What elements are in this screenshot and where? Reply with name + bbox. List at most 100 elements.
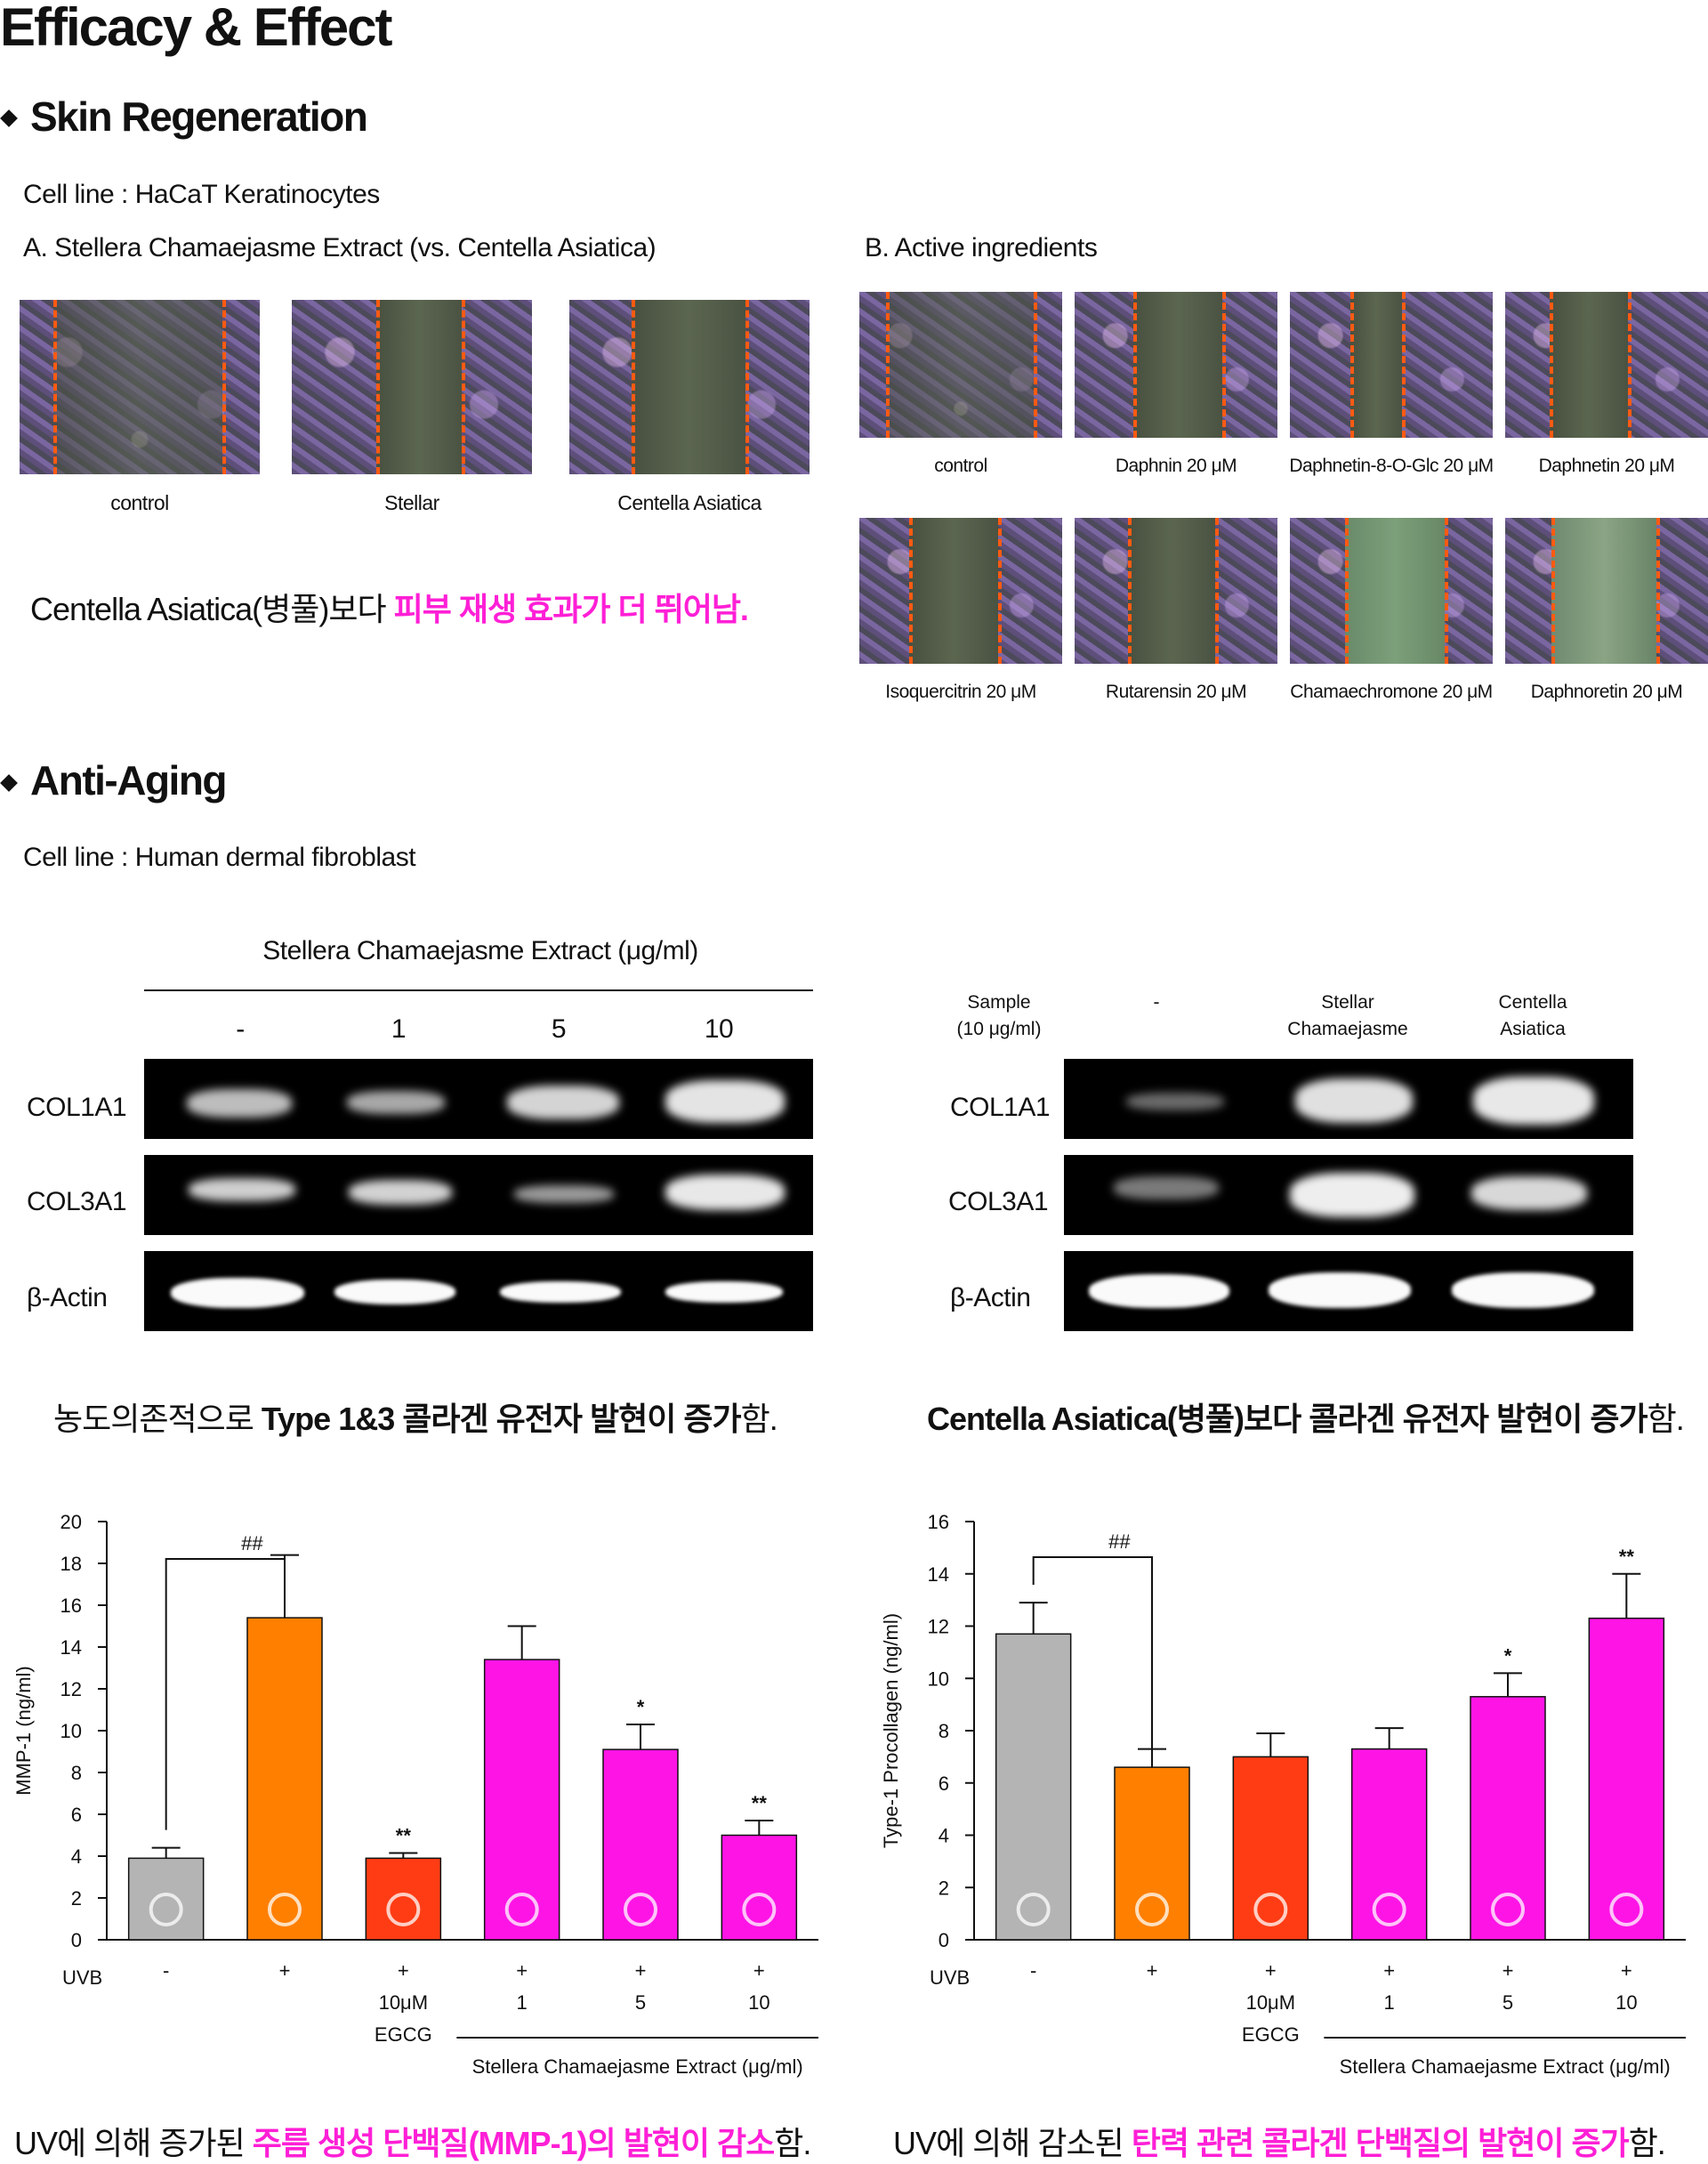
mmp1-significance-mark: * (637, 1696, 645, 1718)
caption-a-1: Stellar (384, 491, 439, 514)
procollagen-y-tick-label: 4 (939, 1825, 949, 1847)
caption-b-1: Daphnin 20 μM (1115, 456, 1237, 476)
mmp1-bar (127, 1857, 205, 1941)
mmp1-logo-icon (742, 1893, 777, 1926)
gel2-sample-label-line2: (10 μg/ml) (956, 1019, 1042, 1039)
mmp1-uvb-label: + (398, 1959, 409, 1982)
procollagen-conclusion: UV에 의해 감소된 탄력 관련 콜라겐 단백질의 발현이 증가함. (893, 2118, 1666, 2164)
mmp1-y-tick-label: 6 (71, 1804, 82, 1826)
procollagen-bar (1588, 1617, 1665, 1941)
gel1-lane-2: 5 (551, 1014, 567, 1044)
procollagen-bar (1232, 1756, 1309, 1941)
procollagen-category-label: 10μM (1246, 1991, 1295, 2014)
procollagen-chart: 0 2 4 6 8 10 12 14 16 Type-1 Procollagen (ng/ml) *… (880, 1511, 1686, 2078)
procollagen-y-tick-label: 8 (939, 1720, 949, 1742)
gel1-blot-actin (144, 1251, 813, 1331)
procollagen-bracket (1032, 1556, 1153, 1763)
mmp1-bar (483, 1659, 560, 1941)
gel2-conclusion-end: 함. (1647, 1401, 1685, 1437)
gel2-conclusion-bold: Centella Asiatica(병풀)보다 콜라겐 유전자 발현이 증가 (927, 1401, 1648, 1437)
gel2-sample-label-line1: Sample (967, 992, 1031, 1013)
gel2-blot-col3a1 (1064, 1155, 1633, 1235)
caption-b-6: Chamaechromone 20 μM (1290, 682, 1493, 702)
gel2-lane-2-line1: Centella (1498, 992, 1567, 1013)
gel2-row-col3a1: COL3A1 (948, 1187, 1049, 1216)
gel2-lane-0: - (1103, 989, 1210, 1016)
gel2-blot-col1a1 (1064, 1059, 1633, 1139)
mmp1-y-tick-label: 2 (71, 1887, 82, 1910)
mmp1-conclusion-plain: UV에 의해 증가된 (14, 2125, 253, 2161)
result-highlight-text: 피부 재생 효과가 더 뛰어남. (393, 591, 749, 627)
caption-a-0: control (110, 491, 169, 514)
procollagen-bar (1350, 1748, 1428, 1941)
micrograph-a-stellar (292, 300, 532, 474)
gel1-row-actin: β-Actin (27, 1283, 108, 1312)
cell-line-label: Cell line : HaCaT Keratinocytes (23, 180, 380, 209)
procollagen-category-label: 1 (1384, 1991, 1395, 2014)
micrograph-b-daphnin (1075, 292, 1277, 438)
gel1-blot-col1a1 (144, 1059, 813, 1139)
skin-regeneration-result: Centella Asiatica(병풀)보다 피부 재생 효과가 더 뛰어남. (30, 584, 749, 630)
mmp1-y-tick-label: 0 (71, 1929, 82, 1951)
procollagen-y-tick-label: 10 (928, 1667, 949, 1690)
gel2-lane-2: Centella Asiatica (1466, 989, 1599, 1043)
mmp1-bracket-label: ## (241, 1532, 263, 1554)
mmp1-uvb-label: + (753, 1959, 765, 1982)
gel2-lane-1-line1: Stellar (1321, 992, 1374, 1013)
procollagen-y-tick-label: 16 (928, 1511, 949, 1533)
mmp1-significance-mark: ** (396, 1824, 412, 1846)
mmp1-category-label-2: EGCG (375, 2023, 432, 2046)
procollagen-logo-icon (1491, 1893, 1525, 1926)
procollagen-category-label-2: EGCG (1242, 2023, 1300, 2046)
procollagen-uvb-label: + (1383, 1959, 1395, 1982)
section-heading-anti-aging: Anti-Aging (30, 757, 228, 803)
gel1-conclusion: 농도의존적으로 Type 1&3 콜라겐 유전자 발현이 증가함. (53, 1393, 778, 1440)
procollagen-significance-mark: * (1504, 1644, 1512, 1667)
micrograph-b-daphnetin-glc (1290, 292, 1493, 438)
gel1-lane-3: 10 (704, 1014, 734, 1044)
procollagen-logo-icon (1135, 1893, 1169, 1926)
mmp1-y-tick-label: 12 (60, 1678, 82, 1700)
mmp1-bar (365, 1857, 442, 1941)
procollagen-y-tick-label: 2 (939, 1877, 949, 1899)
gel2-row-actin: β-Actin (950, 1283, 1031, 1312)
mmp1-logo-icon (624, 1893, 657, 1926)
procollagen-conclusion-highlight: 탄력 관련 콜라겐 단백질의 발현이 증가 (1131, 2125, 1630, 2161)
mmp1-bar (602, 1748, 679, 1941)
mmp1-y-tick-label: 8 (71, 1762, 82, 1784)
result-plain-text: Centella Asiatica(병풀)보다 (30, 591, 394, 627)
micrograph-b-daphnoretin (1505, 518, 1708, 664)
gel2-lane-0-line1: - (1153, 992, 1160, 1013)
mmp1-y-tick-label: 14 (60, 1636, 82, 1659)
procollagen-y-tick-label: 12 (928, 1616, 949, 1638)
procollagen-category-label: 10 (1615, 1991, 1637, 2014)
micrograph-b-isoquercitrin (859, 518, 1062, 664)
procollagen-x-axis-label: Stellera Chamaejasme Extract (μg/ml) (1340, 2055, 1671, 2078)
gel1-conclusion-bold: Type 1&3 콜라겐 유전자 발현이 증가 (261, 1401, 742, 1437)
panel-b-label: B. Active ingredients (865, 233, 1098, 262)
gel1-conclusion-plain: 농도의존적으로 (53, 1401, 262, 1437)
mmp1-row-label: UVB (62, 1966, 102, 1989)
mmp1-y-tick-label: 20 (60, 1511, 82, 1533)
mmp1-significance-mark: ** (752, 1792, 768, 1814)
mmp1-logo-icon (149, 1893, 183, 1926)
gel2-lane-2-line2: Asiatica (1500, 1019, 1566, 1039)
gel2-lane-1-line2: Chamaejasme (1287, 1019, 1408, 1039)
procollagen-row-label: UVB (930, 1966, 970, 1989)
mmp1-bar (246, 1617, 323, 1941)
micrograph-b-daphnetin (1505, 292, 1708, 438)
micrograph-b-control (859, 292, 1062, 438)
procollagen-logo-icon (1016, 1893, 1051, 1926)
caption-b-4: Isoquercitrin 20 μM (885, 682, 1036, 702)
procollagen-category-label: 5 (1503, 1991, 1513, 2014)
procollagen-conclusion-plain: UV에 의해 감소된 (893, 2125, 1132, 2161)
gel2-conclusion: Centella Asiatica(병풀)보다 콜라겐 유전자 발현이 증가함. (927, 1393, 1685, 1440)
gel1-conclusion-end: 함. (740, 1401, 778, 1437)
gel2-blot-actin (1064, 1251, 1633, 1331)
procollagen-uvb-label: + (1265, 1959, 1277, 1982)
gel1-lane-0: - (236, 1014, 245, 1044)
procollagen-y-tick-label: 0 (939, 1929, 949, 1951)
gel1-row-col1a1: COL1A1 (27, 1093, 127, 1122)
procollagen-y-tick-label: 6 (939, 1772, 949, 1795)
